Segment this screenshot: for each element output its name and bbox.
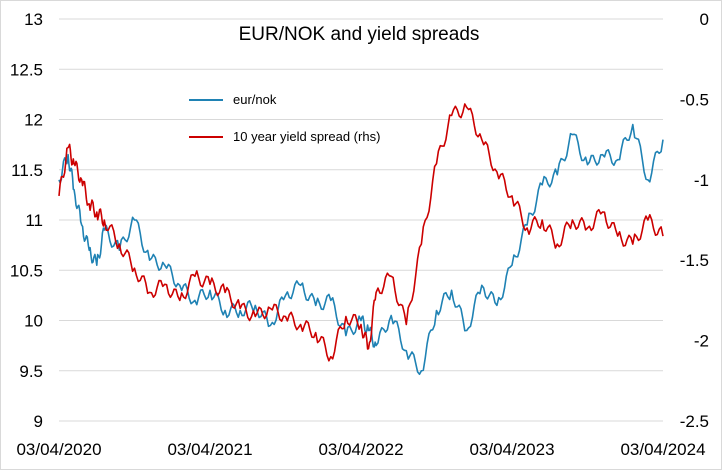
chart-title: EUR/NOK and yield spreads — [239, 24, 480, 45]
legend-label-yield-spread: 10 year yield spread (rhs) — [233, 129, 380, 144]
x-tick-label: 03/04/2024 — [620, 440, 705, 459]
left-tick-label: 11 — [25, 211, 43, 230]
left-tick-label: 12.5 — [10, 60, 43, 79]
x-tick-label: 03/04/2023 — [469, 440, 554, 459]
left-tick-label: 10.5 — [10, 261, 43, 280]
left-tick-label: 13 — [24, 10, 43, 29]
x-tick-label: 03/04/2022 — [318, 440, 403, 459]
left-tick-label: 9 — [34, 412, 43, 431]
left-axis-ticks: 9 9.5 10 10.5 11 11.5 12 12.5 13 — [10, 10, 43, 431]
left-tick-label: 10 — [24, 312, 43, 331]
left-tick-label: 11.5 — [11, 161, 43, 180]
right-tick-label: -1.5 — [680, 251, 709, 270]
right-tick-label: -1 — [694, 171, 709, 190]
series-line-eur-nok — [58, 123, 664, 376]
right-tick-label: -2 — [694, 332, 709, 351]
legend: eur/nok 10 year yield spread (rhs) — [189, 92, 380, 144]
series-line-yield-spread — [58, 103, 664, 362]
left-tick-label: 9.5 — [19, 362, 43, 381]
x-tick-label: 03/04/2021 — [167, 440, 252, 459]
x-tick-label: 03/04/2020 — [16, 440, 101, 459]
right-tick-label: 0 — [700, 10, 709, 29]
right-axis-ticks: -2.5 -2 -1.5 -1 -0.5 0 — [680, 10, 709, 431]
right-tick-label: -2.5 — [680, 412, 709, 431]
series-lines — [58, 103, 664, 376]
legend-label-eur-nok: eur/nok — [233, 92, 277, 107]
right-tick-label: -0.5 — [680, 90, 709, 109]
left-tick-label: 12 — [24, 111, 43, 130]
x-axis-ticks: 03/04/2020 03/04/2021 03/04/2022 03/04/2023… — [16, 440, 705, 459]
